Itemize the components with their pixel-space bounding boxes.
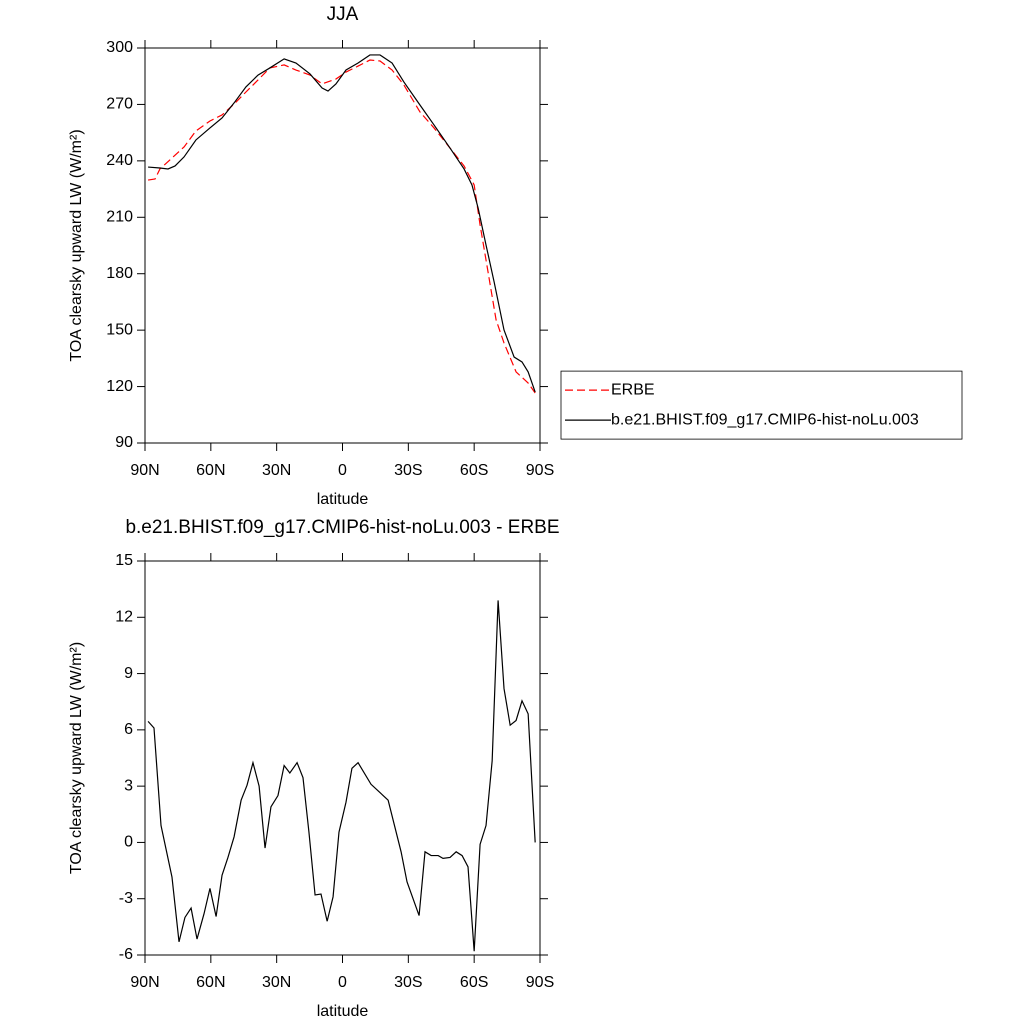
x-tick-label: 0 (338, 462, 347, 479)
y-tick-label: -6 (119, 946, 133, 963)
data-line (148, 54, 536, 393)
x-axis-label: latitude (317, 1003, 369, 1020)
x-tick-label: 90N (130, 974, 159, 991)
x-tick-label: 30S (394, 974, 422, 991)
y-tick-label: 210 (106, 209, 133, 226)
y-tick-label: 150 (106, 321, 133, 338)
chart-title: JJA (327, 4, 359, 25)
x-tick-label: 30N (262, 462, 291, 479)
y-tick-label: 270 (106, 96, 133, 113)
y-tick-label: 120 (106, 378, 133, 395)
y-tick-label: 180 (106, 265, 133, 282)
x-tick-label: 30S (394, 462, 422, 479)
x-tick-label: 90S (526, 974, 554, 991)
legend-box (560, 370, 963, 440)
x-tick-label: 90S (526, 462, 554, 479)
legend-label: ERBE (611, 381, 655, 398)
x-tick-label: 30N (262, 974, 291, 991)
legend-label: b.e21.BHIST.f09_g17.CMIP6-hist-noLu.003 (611, 411, 919, 428)
x-tick-label: 90N (130, 462, 159, 479)
x-tick-label: 0 (338, 974, 347, 991)
y-tick-label: 240 (106, 152, 133, 169)
y-tick-label: 0 (124, 834, 133, 851)
y-tick-label: 15 (115, 552, 133, 569)
x-tick-label: 60N (196, 974, 225, 991)
x-tick-label: 60N (196, 462, 225, 479)
data-line (147, 600, 536, 952)
y-axis-label: TOA clearsky upward LW (W/m²) (68, 129, 85, 361)
y-tick-label: 9 (124, 665, 133, 682)
x-tick-label: 60S (460, 462, 488, 479)
y-tick-label: 300 (106, 39, 133, 56)
y-tick-label: 12 (115, 609, 133, 626)
y-tick-label: 3 (124, 777, 133, 794)
y-tick-label: 90 (115, 434, 133, 451)
x-tick-label: 60S (460, 974, 488, 991)
y-tick-label: 6 (124, 721, 133, 738)
y-axis-label: TOA clearsky upward LW (W/m²) (68, 642, 85, 874)
y-tick-label: -3 (119, 890, 133, 907)
x-axis-label: latitude (317, 491, 369, 508)
data-line (147, 59, 536, 394)
chart-title: b.e21.BHIST.f09_g17.CMIP6-hist-noLu.003 … (125, 517, 559, 538)
